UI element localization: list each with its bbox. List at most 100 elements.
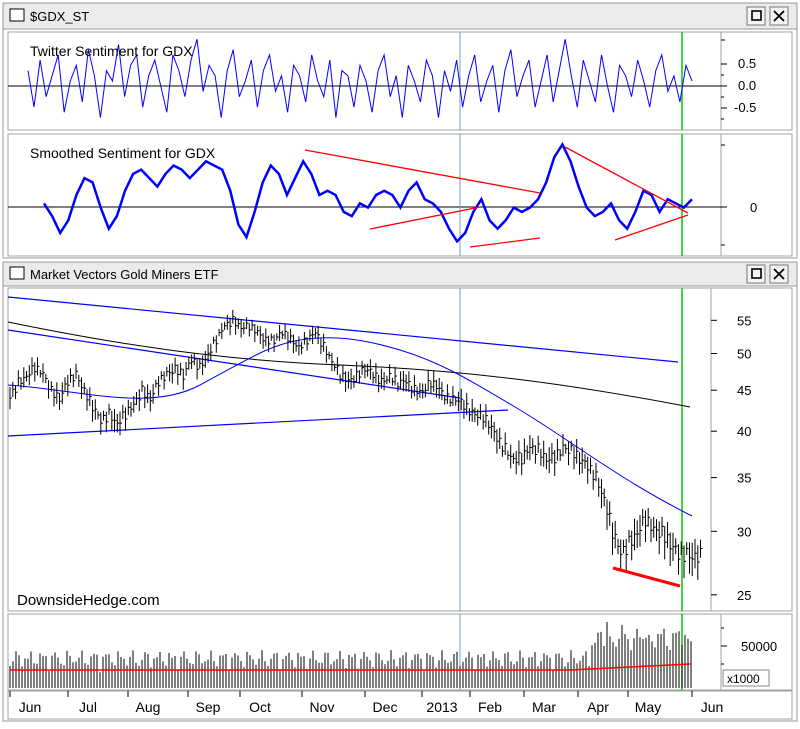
price-bar — [565, 443, 568, 454]
restore-button[interactable] — [746, 264, 766, 284]
price-bar — [631, 530, 634, 561]
price-bar — [463, 400, 466, 419]
price-bar — [683, 545, 686, 579]
price-bar — [518, 440, 521, 466]
price-bar — [405, 374, 409, 392]
price-bar — [466, 392, 469, 416]
price-bar — [83, 382, 87, 394]
triangle-trendlines — [304, 146, 689, 248]
close-button[interactable] — [769, 6, 789, 26]
price-bar — [402, 371, 406, 392]
price-bar — [287, 331, 290, 351]
price-bar — [114, 409, 117, 433]
price-bar — [540, 448, 543, 466]
price-bar — [147, 384, 150, 403]
price-bar — [457, 391, 461, 412]
price-bar — [645, 510, 648, 542]
price-bar — [490, 414, 494, 439]
x-tick-label: Jun — [19, 699, 42, 715]
price-bar — [532, 438, 535, 455]
price-bar — [56, 382, 59, 404]
price-bar — [158, 376, 161, 396]
price-bar — [559, 449, 563, 461]
trend-channels — [7, 296, 679, 437]
price-bar — [111, 410, 114, 431]
price-bar — [411, 385, 414, 399]
price-bar — [312, 325, 315, 344]
price-bar — [430, 380, 433, 394]
window-titlebar — [2, 261, 798, 287]
price-bar — [259, 326, 263, 345]
price-bar — [270, 333, 274, 341]
price-bar — [45, 374, 48, 384]
price-bar — [603, 488, 607, 507]
price-bar — [592, 469, 596, 490]
price-bar — [31, 357, 34, 375]
price-bar — [119, 411, 122, 436]
price-bar — [361, 360, 365, 375]
price-bar — [620, 539, 623, 570]
close-button[interactable] — [769, 264, 789, 284]
tick-label: 40 — [737, 424, 751, 439]
price-bar — [623, 539, 626, 554]
price-bar — [482, 414, 486, 430]
price-bar — [202, 355, 205, 376]
price-bar — [105, 411, 109, 433]
price-bar — [576, 439, 579, 464]
price-bar — [422, 383, 425, 399]
price-bar — [639, 515, 642, 547]
x-tick-label: Aug — [136, 699, 161, 715]
price-bar — [347, 371, 351, 389]
price-bar — [251, 319, 255, 331]
price-bar — [534, 445, 538, 464]
price-bar — [636, 520, 640, 549]
price-bar — [191, 354, 194, 370]
price-bar — [295, 340, 299, 352]
price-bar — [438, 377, 442, 399]
price-bar — [653, 516, 656, 538]
smoothed-sentiment-line — [42, 141, 693, 244]
price-bar — [446, 384, 450, 404]
price-bar — [369, 359, 373, 380]
price-bar — [471, 398, 475, 422]
price-bar — [328, 351, 332, 360]
price-bar — [634, 518, 637, 551]
price-bar — [661, 516, 664, 537]
price-bar — [386, 375, 389, 385]
price-bar — [221, 323, 224, 339]
price-bar — [149, 390, 153, 412]
price-bar — [493, 422, 497, 442]
restore-icon — [751, 268, 762, 279]
price-bar — [166, 366, 169, 377]
price-bar — [204, 351, 208, 368]
price-bar — [496, 429, 499, 454]
price-bar — [570, 440, 574, 451]
x-tick-label: Sep — [196, 699, 221, 715]
price-bar — [188, 356, 191, 370]
price-bar — [133, 396, 136, 413]
price-bar — [656, 519, 659, 542]
restore-button[interactable] — [746, 6, 766, 26]
price-bar — [468, 408, 472, 422]
price-bar — [317, 325, 321, 344]
volume-multiplier: x1000 — [727, 672, 760, 686]
price-bar — [193, 353, 197, 365]
tick-label: 30 — [737, 524, 751, 539]
price-bar — [614, 520, 618, 549]
price-bar — [537, 435, 541, 453]
price-bar — [529, 435, 532, 461]
tick-label: 0.0 — [738, 78, 756, 93]
tick-label: 0 — [750, 200, 757, 215]
price-bar — [375, 363, 378, 384]
price-bar — [515, 451, 519, 475]
price-bar — [353, 375, 356, 388]
price-bar — [262, 333, 266, 349]
multiplier-box — [722, 669, 770, 687]
price-bar — [345, 371, 348, 392]
price-bar — [171, 363, 175, 384]
price-bar — [281, 330, 285, 340]
price-bar — [64, 377, 67, 391]
close-icon — [773, 10, 785, 22]
price-bar — [678, 544, 681, 575]
